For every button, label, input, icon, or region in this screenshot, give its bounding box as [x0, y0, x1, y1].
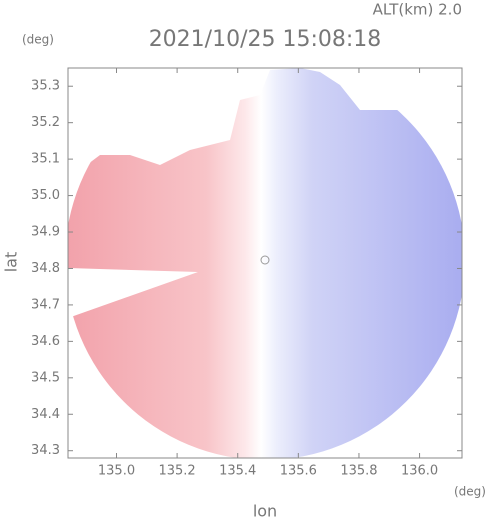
y-tick-label: 34.4 [31, 407, 60, 422]
y-tick-label: 34.7 [31, 297, 60, 312]
x-tick-label: 135.2 [158, 464, 195, 479]
x-unit: (deg) [454, 485, 486, 499]
y-axis-label: lat [2, 252, 21, 273]
chart-title: 2021/10/25 15:08:18 [149, 27, 382, 52]
radar-field [68, 68, 462, 458]
x-axis-label: lon [253, 502, 277, 521]
altitude: ALT(km) 2.0 [373, 1, 462, 19]
x-tick-label: 136.0 [401, 464, 438, 479]
y-tick-label: 35.2 [31, 115, 60, 130]
x-tick-label: 135.0 [98, 464, 135, 479]
y-tick-label: 35.1 [31, 152, 60, 167]
y-tick-label: 34.6 [31, 334, 60, 349]
y-tick-label: 34.9 [31, 225, 60, 240]
y-unit: (deg) [22, 33, 54, 47]
y-tick-label: 34.8 [31, 261, 60, 276]
x-tick-label: 135.6 [280, 464, 317, 479]
y-tick-label: 34.5 [31, 370, 60, 385]
y-tick-label: 34.3 [31, 443, 60, 458]
y-tick-label: 35.3 [31, 79, 60, 94]
plot-frame [67, 67, 463, 459]
y-tick-label: 35.0 [31, 188, 60, 203]
x-tick-label: 135.8 [340, 464, 377, 479]
x-tick-label: 135.4 [219, 464, 256, 479]
